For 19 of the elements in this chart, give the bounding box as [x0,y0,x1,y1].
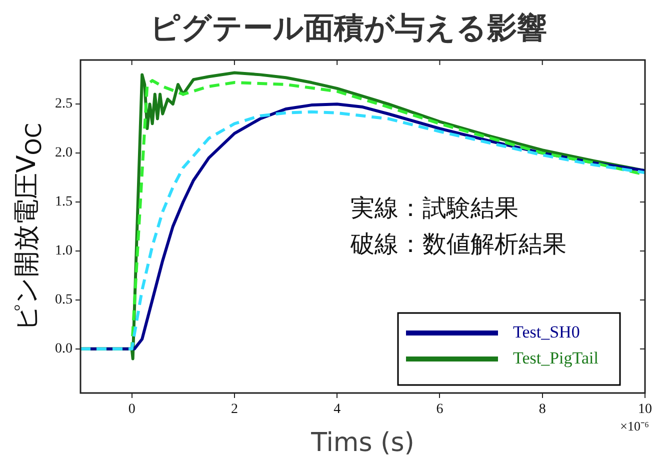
y-tick-label: 1.0 [55,244,72,259]
y-tick-label: 2.5 [55,96,72,112]
x-tick-label: 4 [334,402,341,418]
x-tick-label: 0 [128,402,136,418]
x-axis-title: Tims (s) [310,428,414,458]
text: ×10⁻⁶ [620,418,649,434]
x-tick-label: 10 [638,402,652,418]
text: Test_SH0 [513,322,580,342]
text: Test_PigTail [513,348,599,368]
y-tick-label: 0.5 [55,292,72,308]
chart-title: ピグテール面積が与える影響 [150,10,547,46]
x-tick-label: 8 [538,402,546,418]
annotation: 破線：数値解析結果 [350,230,566,258]
annotation: 実線：試験結果 [350,194,518,222]
y-tick-label: 2.0 [55,146,72,161]
x-tick-label: 6 [436,402,444,418]
y-tick-label: 1.5 [55,194,72,210]
y-tick-label: 0.0 [55,342,72,357]
x-tick-label: 2 [230,402,238,418]
